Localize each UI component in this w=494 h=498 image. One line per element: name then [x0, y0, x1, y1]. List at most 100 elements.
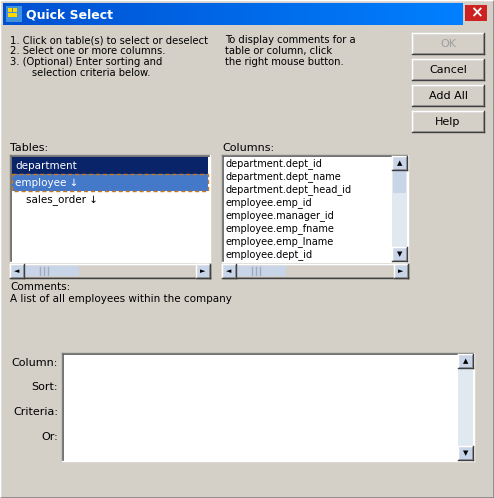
- Text: Column:: Column:: [12, 358, 58, 368]
- Bar: [315, 3, 316, 25]
- Bar: [393, 171, 406, 193]
- Bar: [196, 3, 197, 25]
- Bar: [108, 3, 109, 25]
- Bar: [299, 3, 300, 25]
- Bar: [140, 3, 141, 25]
- Bar: [92, 3, 93, 25]
- Bar: [425, 3, 426, 25]
- Text: 1. Click on table(s) to select or deselect: 1. Click on table(s) to select or desele…: [10, 35, 208, 45]
- Bar: [83, 3, 84, 25]
- Bar: [407, 3, 408, 25]
- Bar: [47, 3, 48, 25]
- Bar: [370, 3, 371, 25]
- Bar: [208, 3, 209, 25]
- Bar: [258, 3, 259, 25]
- Bar: [97, 3, 98, 25]
- Bar: [66, 3, 67, 25]
- Bar: [190, 3, 191, 25]
- Bar: [45, 3, 46, 25]
- Bar: [214, 3, 215, 25]
- Bar: [417, 3, 418, 25]
- Bar: [415, 3, 416, 25]
- Bar: [252, 3, 253, 25]
- Bar: [167, 3, 168, 25]
- Bar: [222, 264, 236, 278]
- Bar: [69, 3, 70, 25]
- Bar: [379, 3, 380, 25]
- Bar: [386, 3, 387, 25]
- Bar: [209, 3, 210, 25]
- Bar: [237, 3, 238, 25]
- Bar: [60, 3, 61, 25]
- Bar: [150, 3, 151, 25]
- Bar: [163, 3, 164, 25]
- Text: ◄: ◄: [226, 268, 232, 274]
- Bar: [138, 3, 139, 25]
- Bar: [434, 3, 435, 25]
- Bar: [430, 3, 431, 25]
- Bar: [338, 3, 339, 25]
- Bar: [89, 3, 90, 25]
- Bar: [162, 3, 163, 25]
- Bar: [291, 3, 292, 25]
- Bar: [288, 3, 289, 25]
- Bar: [52, 3, 53, 25]
- Bar: [51, 3, 52, 25]
- Bar: [454, 3, 455, 25]
- Bar: [366, 3, 367, 25]
- Bar: [457, 3, 458, 25]
- Bar: [61, 3, 62, 25]
- Bar: [347, 3, 348, 25]
- Bar: [405, 3, 406, 25]
- Text: To display comments for a: To display comments for a: [225, 35, 356, 45]
- Bar: [328, 3, 329, 25]
- Bar: [396, 3, 397, 25]
- Bar: [445, 3, 446, 25]
- Bar: [11, 3, 12, 25]
- Bar: [368, 3, 369, 25]
- Text: 3. (Optional) Enter sorting and: 3. (Optional) Enter sorting and: [10, 57, 163, 67]
- Bar: [394, 264, 408, 278]
- Bar: [142, 3, 143, 25]
- Bar: [49, 3, 50, 25]
- Bar: [147, 3, 148, 25]
- Bar: [141, 3, 142, 25]
- Bar: [223, 3, 224, 25]
- Bar: [308, 3, 309, 25]
- Bar: [130, 3, 131, 25]
- Bar: [199, 3, 200, 25]
- Bar: [132, 3, 133, 25]
- Text: Quick Select: Quick Select: [26, 8, 113, 21]
- Text: employee ↓: employee ↓: [15, 177, 79, 188]
- Bar: [364, 3, 365, 25]
- Bar: [268, 3, 269, 25]
- Bar: [157, 3, 158, 25]
- Bar: [197, 3, 198, 25]
- Bar: [383, 3, 384, 25]
- Bar: [129, 3, 130, 25]
- Bar: [360, 3, 361, 25]
- Bar: [295, 3, 296, 25]
- Bar: [450, 3, 451, 25]
- Bar: [283, 3, 284, 25]
- Bar: [285, 3, 286, 25]
- Bar: [106, 3, 107, 25]
- Bar: [256, 3, 257, 25]
- Bar: [267, 3, 268, 25]
- Text: Help: Help: [435, 117, 461, 126]
- Bar: [439, 3, 440, 25]
- Bar: [134, 3, 135, 25]
- Bar: [110, 3, 111, 25]
- Bar: [234, 3, 235, 25]
- Bar: [34, 3, 35, 25]
- Bar: [409, 3, 410, 25]
- Bar: [156, 3, 157, 25]
- Bar: [351, 3, 352, 25]
- Bar: [348, 3, 349, 25]
- Bar: [73, 3, 74, 25]
- Bar: [48, 3, 49, 25]
- Bar: [322, 3, 323, 25]
- Bar: [412, 33, 484, 54]
- Bar: [458, 446, 473, 460]
- Bar: [247, 3, 248, 25]
